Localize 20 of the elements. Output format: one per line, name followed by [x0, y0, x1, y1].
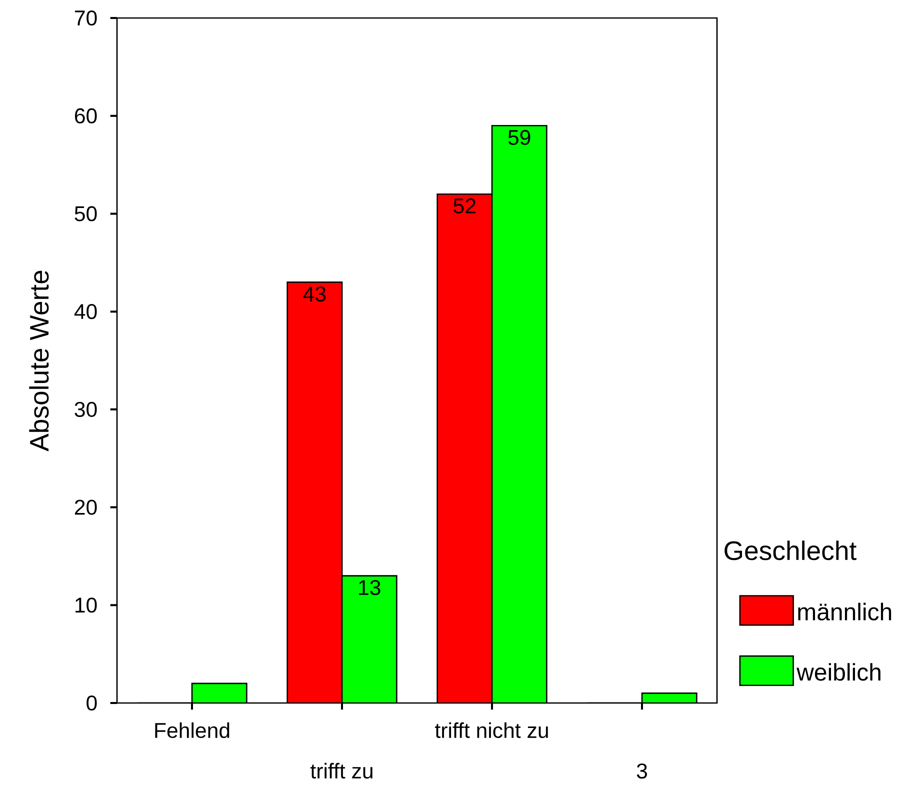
- y-tick-label: 20: [74, 500, 97, 515]
- y-tick-label: 30: [74, 402, 97, 417]
- data-label: 52: [454, 198, 476, 214]
- legend-label: männlich: [798, 602, 892, 620]
- y-tick-label: 10: [76, 598, 97, 613]
- y-tick-label: 0: [86, 695, 97, 711]
- y-tick-label: 50: [74, 206, 97, 222]
- data-label: 43: [303, 286, 326, 302]
- y-tick-label: 70: [74, 10, 97, 26]
- y-tick-label: 40: [74, 304, 97, 320]
- legend-label: weiblich: [796, 663, 880, 681]
- x-tick-label: Fehlend: [155, 722, 230, 738]
- legend-title: Geschlecht: [724, 540, 856, 560]
- data-label: 59: [508, 130, 530, 146]
- data-label: 13: [359, 580, 380, 596]
- y-tick-label: 60: [74, 108, 97, 124]
- y-axis-title: Absolute Werte: [29, 270, 49, 452]
- x-tick-label: 3: [636, 763, 647, 779]
- x-tick-label: trifft nicht zu: [435, 722, 548, 738]
- x-tick-label: trifft zu: [310, 762, 372, 779]
